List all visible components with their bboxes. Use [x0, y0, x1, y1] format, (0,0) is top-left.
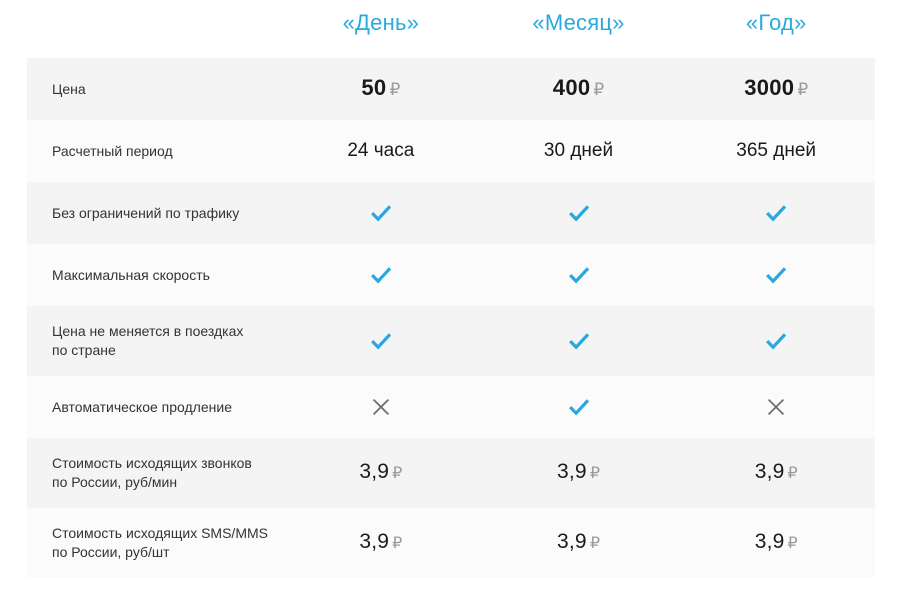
table-row: Максимальная скорость	[27, 244, 875, 306]
value-amount: 400	[552, 75, 591, 100]
table-row: Автоматическое продление	[27, 376, 875, 438]
cell-money-col3: 3,9 ₽	[677, 460, 875, 486]
cell-text-col2: 30 дней	[480, 139, 678, 163]
check-icon	[567, 395, 591, 419]
row-label-line: Цена	[52, 80, 86, 97]
cell-money-col2: 3,9 ₽	[480, 460, 678, 486]
cell-money-col1: 3,9 ₽	[282, 460, 480, 486]
row-label: Стоимость исходящих SMS/MMS по России, ру…	[27, 524, 282, 562]
currency-symbol: ₽	[389, 80, 401, 99]
row-label: Расчетный период	[27, 142, 282, 161]
cell-price-col2: 400 ₽	[480, 76, 678, 102]
check-icon	[764, 329, 788, 353]
cell-money-col1: 3,9 ₽	[282, 530, 480, 556]
value-amount: 3,9	[557, 460, 587, 483]
check-icon	[567, 329, 591, 353]
cell-mark-col1	[282, 201, 480, 226]
comparison-table: Цена 50 ₽400 ₽3000 ₽ Расчетный период 24 часа 3…	[27, 58, 875, 578]
row-label-line: Цена не меняется в поездках	[52, 323, 244, 339]
value-text: 30 дней	[543, 140, 614, 161]
cell-mark-col3	[677, 263, 875, 288]
table-row: Стоимость исходящих звонков по России, ру…	[27, 438, 875, 508]
row-label-line: Расчетный период	[52, 142, 173, 159]
currency-symbol: ₽	[392, 465, 403, 482]
value-amount: 3,9	[359, 460, 390, 483]
currency-symbol: ₽	[797, 80, 809, 99]
row-label: Автоматическое продление	[27, 398, 282, 417]
row-label: Максимальная скорость	[27, 266, 282, 285]
currency-symbol: ₽	[593, 80, 605, 99]
currency-symbol: ₽	[589, 535, 600, 552]
table-row: Расчетный период 24 часа 30 дней 365 дней	[27, 120, 875, 182]
cell-text-col1: 24 часа	[282, 139, 480, 163]
row-label-line: Стоимость исходящих SMS/MMS	[52, 525, 268, 541]
value-amount: 3000	[744, 75, 795, 100]
cell-mark-col3	[677, 201, 875, 226]
plan-header-row: «День» «Месяц» «Год»	[27, 0, 875, 46]
row-label-line: по стране	[52, 342, 116, 358]
value-amount: 50	[361, 75, 387, 100]
row-label: Цена не меняется в поездках по стране	[27, 322, 282, 360]
row-label-line: Без ограничений по трафику	[52, 204, 240, 221]
cell-mark-col1	[282, 395, 480, 420]
currency-symbol: ₽	[787, 465, 798, 482]
table-row: Стоимость исходящих SMS/MMS по России, ру…	[27, 508, 875, 578]
cross-icon	[369, 395, 393, 419]
currency-symbol: ₽	[589, 465, 600, 482]
cell-mark-col2	[480, 395, 678, 420]
row-label: Стоимость исходящих звонков по России, ру…	[27, 454, 282, 492]
row-label-line: по России, руб/мин	[52, 474, 178, 490]
row-label: Цена	[27, 80, 282, 99]
cell-text-col3: 365 дней	[677, 139, 875, 163]
cell-mark-col2	[480, 329, 678, 354]
check-icon	[369, 263, 393, 287]
row-label-line: Автоматическое продление	[52, 398, 232, 415]
check-icon	[369, 329, 393, 353]
check-icon	[567, 263, 591, 287]
row-label-line: Стоимость исходящих звонков	[52, 455, 252, 471]
cell-mark-col1	[282, 329, 480, 354]
cell-mark-col1	[282, 263, 480, 288]
row-label-line: Максимальная скорость	[52, 266, 210, 283]
currency-symbol: ₽	[787, 535, 798, 552]
check-icon	[567, 201, 591, 225]
cell-money-col3: 3,9 ₽	[677, 530, 875, 556]
check-icon	[764, 201, 788, 225]
value-text: 365 дней	[736, 140, 817, 161]
table-row: Цена 50 ₽400 ₽3000 ₽	[27, 58, 875, 120]
check-icon	[369, 201, 393, 225]
cell-mark-col3	[677, 395, 875, 420]
cell-price-col3: 3000 ₽	[677, 76, 875, 102]
value-amount: 3,9	[359, 530, 390, 553]
cell-mark-col2	[480, 263, 678, 288]
cell-price-col1: 50 ₽	[282, 76, 480, 102]
currency-symbol: ₽	[392, 535, 403, 552]
plan-header-year[interactable]: «Год»	[745, 10, 807, 35]
value-amount: 3,9	[557, 530, 587, 553]
table-row: Цена не меняется в поездках по стране	[27, 306, 875, 376]
plan-header-month[interactable]: «Месяц»	[532, 10, 625, 35]
table-row: Без ограничений по трафику	[27, 182, 875, 244]
check-icon	[764, 263, 788, 287]
value-amount: 3,9	[754, 530, 785, 553]
cross-icon	[764, 395, 788, 419]
cell-money-col2: 3,9 ₽	[480, 530, 678, 556]
cell-mark-col2	[480, 201, 678, 226]
value-amount: 3,9	[754, 460, 785, 483]
row-label: Без ограничений по трафику	[27, 204, 282, 223]
value-text: 24 часа	[347, 140, 415, 161]
row-label-line: по России, руб/шт	[52, 544, 170, 560]
plan-header-day[interactable]: «День»	[342, 10, 420, 35]
cell-mark-col3	[677, 329, 875, 354]
